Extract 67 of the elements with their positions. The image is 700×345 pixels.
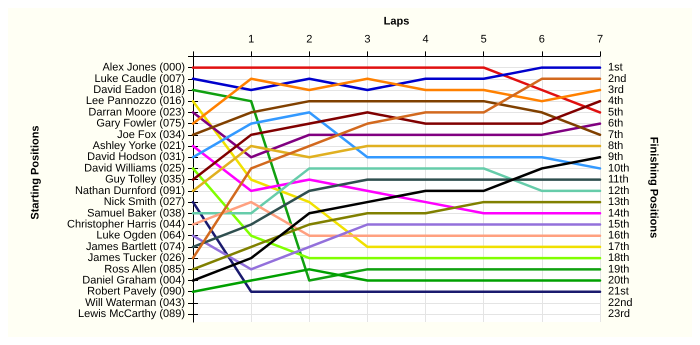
text: Daniel Graham (004) (82, 274, 185, 287)
text: David Hodson (031) (87, 151, 185, 164)
y-tick-label: 22nd (608, 296, 632, 309)
text: Lee Pannozzo (016) (86, 95, 185, 108)
x-tick-label: 2 (306, 34, 312, 46)
text: Nick Smith (027) (104, 196, 185, 208)
text: Nathan Durnford (091) (74, 184, 185, 197)
x-tick-label: 5 (480, 34, 487, 46)
y-tick-label: 3rd (608, 84, 624, 96)
x-axis-title: Laps (384, 16, 410, 28)
y-axis-title: Finishing Positions (648, 136, 660, 238)
y-tick-label: 17th (608, 240, 630, 253)
y-tick-label: 7th (608, 128, 624, 141)
y-tick-label: 14th (608, 207, 630, 220)
text: Samuel Baker (038) (87, 207, 185, 220)
text: Ross Allen (085) (104, 263, 185, 276)
x-tick-label: 4 (422, 34, 429, 46)
line-series (192, 178, 602, 248)
y-tick-label: 6th (608, 118, 624, 130)
text: Joe Fox (034) (117, 128, 185, 141)
text: Christopher Harris (044) (67, 218, 185, 230)
text: Will Waterman (043) (85, 296, 185, 309)
x-tick-label: 6 (538, 34, 545, 46)
y-tick-label: 10th (608, 162, 630, 174)
text: Ashley Yorke (021) (92, 140, 185, 152)
y-tick-label: 16th (608, 230, 630, 242)
y-tick-label: 5th (608, 106, 624, 118)
text: Gary Fowler (075) (96, 118, 185, 130)
y-tick-label: 15th (608, 218, 630, 230)
text: James Bartlett (074) (86, 240, 185, 253)
line-series (192, 111, 602, 170)
text: Luke Ogden (064) (96, 230, 185, 242)
y-tick-label: 13th (608, 196, 630, 208)
line-series (192, 200, 602, 271)
y-tick-label: 11th (608, 174, 629, 186)
line-series (192, 144, 602, 215)
text: Guy Tolley (035) (105, 174, 185, 186)
y-tick-label: 18th (608, 252, 630, 264)
line-series (192, 223, 602, 271)
x-tick-label: 7 (596, 34, 604, 46)
y-tick-label: 4th (608, 95, 624, 108)
line-series (192, 78, 602, 125)
y-tick-label: 20th (608, 274, 630, 287)
text: Alex Jones (000) (102, 62, 185, 74)
text: David Eadon (018) (93, 84, 185, 96)
line-series (192, 100, 602, 248)
y-tick-label: 23rd (608, 308, 630, 320)
y-tick-label: 8th (608, 140, 624, 152)
line-series (192, 111, 602, 158)
line-series (192, 100, 602, 181)
text: James Tucker (026) (88, 252, 185, 264)
y-tick-label: 19th (608, 263, 630, 276)
text: Starting Positions (30, 125, 42, 220)
y-tick-label: 2nd (608, 72, 626, 85)
line-series (192, 88, 602, 282)
text: Darran Moore (023) (88, 106, 185, 118)
text: David Williams (025) (84, 162, 185, 174)
line-series (192, 78, 602, 260)
text: Robert Pavely (090) (87, 286, 185, 298)
text: Lewis McCarthy (089) (78, 308, 185, 320)
y-tick-label: 21st (608, 286, 629, 298)
x-tick-label: 1 (248, 34, 254, 46)
y-tick-label: 12th (608, 184, 630, 197)
text: Luke Caudle (007) (94, 72, 185, 85)
x-tick-label: 3 (364, 34, 370, 46)
y-tick-label: 9th (608, 151, 624, 164)
y-tick-label: 1st (608, 62, 623, 74)
